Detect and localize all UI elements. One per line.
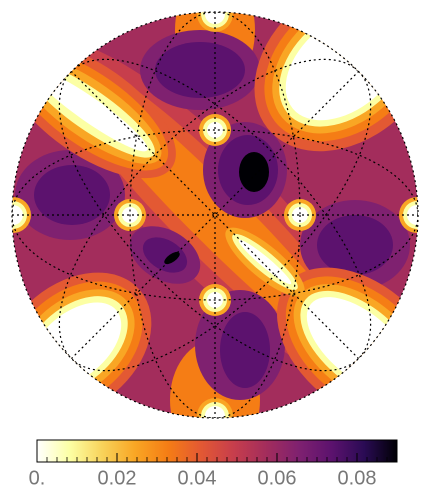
pole-figure	[12, 12, 418, 418]
colorbar-tick-label: 0.02	[98, 467, 137, 489]
colorbar-tick-label: 0.	[29, 467, 46, 489]
colorbar-tick-label: 0.08	[338, 467, 377, 489]
colorbar-tick-label: 0.04	[178, 467, 217, 489]
disc-outline	[11, 11, 419, 419]
colorbar-tick-label: 0.06	[258, 467, 297, 489]
